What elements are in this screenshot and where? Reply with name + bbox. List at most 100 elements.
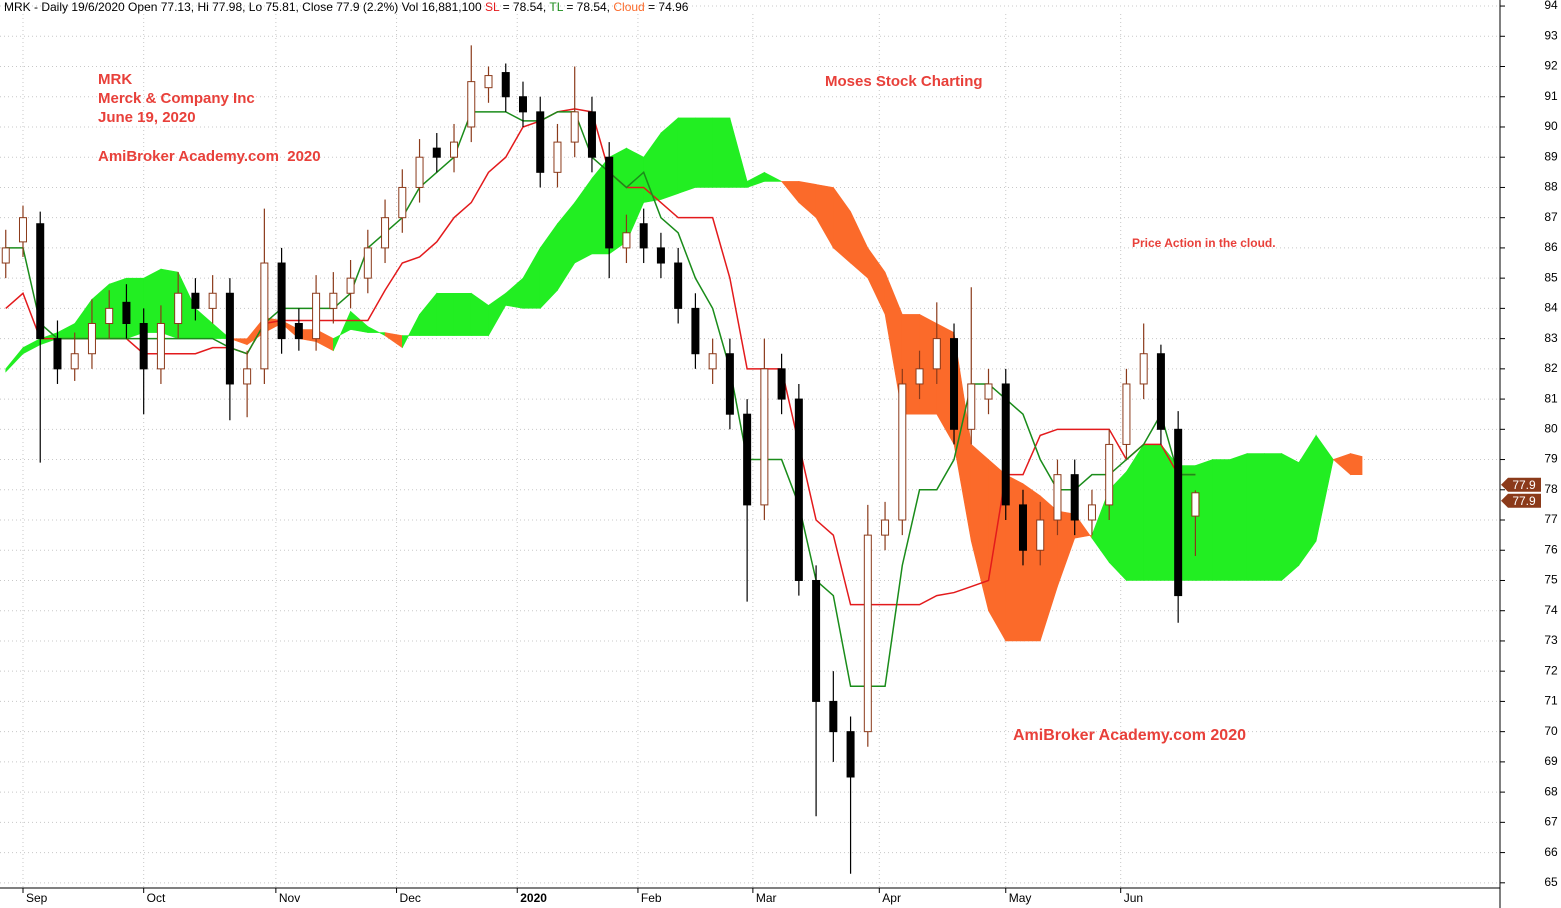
candle-body [174, 292, 183, 324]
legend-tl: TL [549, 0, 563, 14]
candle-body [984, 383, 993, 400]
cloud [5, 117, 1363, 643]
indicator-lines [5, 108, 1196, 688]
y-tick-label: 67 [1544, 815, 1558, 829]
cloud-segment [22, 338, 41, 355]
y-tick-label: 85 [1544, 270, 1558, 284]
candle-body [294, 322, 303, 340]
candle-body [122, 301, 131, 324]
cloud-segment [419, 292, 438, 336]
candle-body [208, 292, 217, 309]
price-tag [1501, 477, 1541, 492]
cloud-segment [677, 117, 696, 194]
candle-body [898, 383, 907, 521]
candle-body [1105, 443, 1114, 506]
y-tick-label: 75 [1544, 573, 1558, 587]
candle-body [967, 383, 976, 430]
price-tag-label: 77.9 [1512, 494, 1536, 508]
candle-body [243, 368, 252, 385]
candle-body [708, 353, 717, 370]
y-tick-label: 77 [1544, 512, 1558, 526]
candle-body [536, 111, 545, 173]
candle-body [329, 292, 338, 309]
cloud-segment [367, 326, 386, 337]
cloud-segment [1298, 434, 1317, 567]
cloud-segment [867, 246, 886, 315]
candle-body [1156, 353, 1165, 430]
y-tick-label: 87 [1544, 210, 1558, 224]
x-tick-label: Jun [1124, 891, 1143, 905]
cloud-segment [470, 292, 489, 336]
candle-body [191, 292, 200, 309]
y-tick-label: 80 [1544, 421, 1558, 435]
candle-body [760, 368, 769, 506]
cloud-segment [746, 171, 765, 188]
candle-body [1018, 504, 1027, 551]
cloud-segment [798, 181, 817, 219]
price-tag [1501, 493, 1541, 508]
candle-body [881, 519, 890, 536]
annotation: Merck & Company Inc [98, 90, 255, 107]
cloud-segment [1212, 459, 1231, 581]
cloud-segment [1126, 443, 1144, 581]
annotation: AmiBroker Academy.com 2020 [98, 148, 321, 165]
candle-body [1139, 353, 1148, 385]
legend-sl: SL [485, 0, 500, 14]
y-tick-label: 91 [1544, 89, 1558, 103]
candle-body [950, 338, 959, 430]
candle-body [363, 247, 372, 279]
y-tick-label: 93 [1544, 28, 1558, 42]
candle-body [398, 186, 407, 219]
candle-body [156, 322, 165, 370]
candle-body [1122, 383, 1131, 445]
cloud-segment [557, 201, 576, 292]
y-tick-label: 84 [1544, 301, 1558, 315]
cloud-segment [780, 181, 800, 204]
annotation: MRK [98, 71, 132, 88]
x-tick-label: Mar [756, 891, 777, 905]
candle-body [932, 338, 941, 370]
annotation: June 19, 2020 [98, 109, 196, 126]
cloud-segment [401, 314, 420, 348]
candle-body [1053, 474, 1062, 521]
y-tick-label: 65 [1544, 875, 1558, 889]
y-tick-label: 72 [1544, 663, 1558, 677]
cloud-segment [212, 322, 231, 339]
x-tick-label: 2020 [520, 891, 547, 905]
cloud-segment [729, 117, 748, 188]
cloud-segment [350, 310, 369, 333]
candle-body [18, 217, 27, 243]
cloud-segment [1281, 453, 1300, 582]
cloud-segment [1143, 444, 1162, 581]
legend-cloud: Cloud [613, 0, 644, 14]
cloud-segment [1057, 510, 1076, 587]
y-tick-label: 88 [1544, 180, 1558, 194]
indicator-line [5, 111, 1196, 688]
y-tick-label: 74 [1544, 603, 1558, 617]
y-tick-label: 92 [1544, 59, 1558, 73]
x-tick-label: Sep [26, 891, 48, 905]
x-tick-label: Nov [279, 891, 300, 905]
annotation: Price Action in the cloud. [1132, 236, 1276, 250]
y-tick-label: 78 [1544, 482, 1558, 496]
candle-body [863, 534, 872, 733]
cloud-segment [574, 177, 593, 264]
indicator-line [5, 108, 1196, 606]
y-tick-label: 76 [1544, 542, 1558, 556]
annotation: Moses Stock Charting [825, 73, 983, 90]
candle-body [622, 232, 631, 249]
candle-body [553, 141, 562, 173]
y-tick-label: 71 [1544, 694, 1558, 708]
cloud-segment [1195, 459, 1213, 581]
candle-body [1087, 504, 1096, 521]
candle-body [415, 156, 424, 188]
header: MRK - Daily 19/6/2020 Open 77.13, Hi 77.… [4, 0, 689, 14]
x-tick-label: Apr [882, 891, 901, 905]
cloud-segment [712, 117, 731, 188]
candle-body [432, 147, 441, 158]
candle-body [691, 307, 700, 355]
candle-body [777, 368, 786, 400]
y-tick-label: 66 [1544, 845, 1558, 859]
